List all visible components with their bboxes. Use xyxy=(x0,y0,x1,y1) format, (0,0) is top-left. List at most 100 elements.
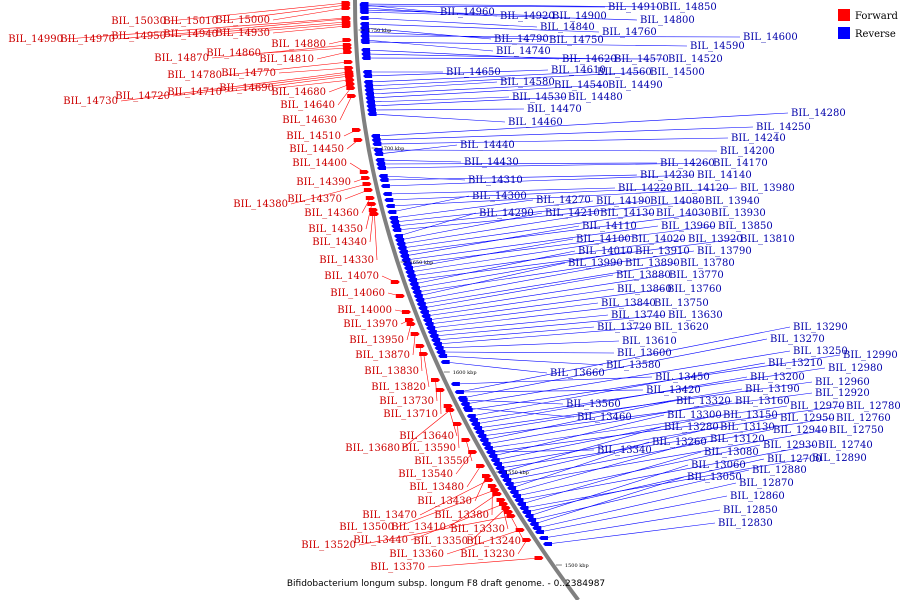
leader-line xyxy=(419,262,623,301)
gene-label: BIL_14130 xyxy=(600,208,655,219)
gene-feature xyxy=(535,530,544,534)
gene-feature xyxy=(468,450,478,454)
leader-line xyxy=(455,376,653,385)
gene-label: BIL_14630 xyxy=(282,115,337,126)
leader-line xyxy=(471,362,766,417)
gene-label: BIL_13520 xyxy=(301,540,356,551)
leader-line xyxy=(429,302,599,325)
leader-line xyxy=(457,423,460,449)
gene-label: BIL_13370 xyxy=(370,562,425,573)
gene-label: BIL_13870 xyxy=(355,350,410,361)
leader-line xyxy=(433,314,666,337)
gene-feature xyxy=(471,422,480,426)
ruler-ticks: 1750 kbp 1700 kbp 1650 kbp 1600 kbp 1550 kbp… xyxy=(358,28,589,569)
gene-label: BIL_14390 xyxy=(296,177,351,188)
leader-line xyxy=(172,73,350,97)
gene-feature xyxy=(376,162,386,166)
gene-feature xyxy=(476,464,486,468)
gene-label: BIL_14520 xyxy=(668,54,723,65)
leader-line xyxy=(409,238,629,273)
gene-label: BIL_14560 xyxy=(597,67,652,78)
leader-line xyxy=(427,557,540,568)
gene-label: BIL_13190 xyxy=(745,384,800,395)
gene-feature xyxy=(487,484,497,488)
ruler-label: 1650 kbp xyxy=(410,260,434,266)
gene-label: BIL_12870 xyxy=(739,478,794,489)
gene-feature xyxy=(362,70,372,74)
gene-label: BIL_13250 xyxy=(793,346,848,357)
gene-label: BIL_14950 xyxy=(111,31,166,42)
gene-label: BIL_14310 xyxy=(468,175,523,186)
gene-label: BIL_14770 xyxy=(221,68,276,79)
gene-label: BIL_13130 xyxy=(720,422,775,433)
leader-line xyxy=(526,458,765,513)
gene-label: BIL_13930 xyxy=(711,208,766,219)
gene-label: BIL_14100 xyxy=(576,234,631,245)
gene-feature xyxy=(450,382,460,386)
gene-label: BIL_13290 xyxy=(793,322,848,333)
gene-feature xyxy=(382,192,392,196)
gene-label: BIL_13710 xyxy=(383,409,438,420)
gene-feature xyxy=(360,40,370,44)
gene-feature xyxy=(371,138,381,142)
leader-line xyxy=(402,212,654,249)
leader-line xyxy=(376,126,754,141)
gene-label: BIL_14940 xyxy=(163,29,218,40)
leader-line xyxy=(220,4,347,22)
gene-label: BIL_14000 xyxy=(337,305,392,316)
gene-feature xyxy=(364,84,374,88)
gene-feature xyxy=(412,290,422,294)
gene-label: BIL_13920 xyxy=(688,234,743,245)
gene-feature xyxy=(440,360,450,364)
gene-feature xyxy=(423,318,432,322)
gene-feature xyxy=(362,182,372,186)
gene-label: BIL_13440 xyxy=(353,535,408,546)
leader-line xyxy=(502,426,662,473)
gene-feature xyxy=(352,128,361,132)
leader-line xyxy=(358,515,512,546)
leader-line xyxy=(521,451,702,505)
gene-feature xyxy=(360,30,370,34)
gene-label: BIL_13940 xyxy=(705,196,760,207)
leader-line xyxy=(518,444,816,501)
gene-label: BIL_13230 xyxy=(460,549,515,560)
gene-label: BIL_13240 xyxy=(466,536,521,547)
gene-label: BIL_14290 xyxy=(479,208,534,219)
gene-feature xyxy=(345,78,355,82)
gene-label: BIL_15010 xyxy=(163,16,218,27)
gene-label: BIL_14790 xyxy=(494,34,549,45)
gene-feature xyxy=(473,426,483,430)
gene-label: BIL_14380 xyxy=(233,199,288,210)
gene-feature xyxy=(426,326,436,330)
gene-feature xyxy=(360,26,369,30)
gene-feature xyxy=(539,536,548,540)
gene-label: BIL_14200 xyxy=(720,146,775,157)
gene-label: BIL_13840 xyxy=(601,298,656,309)
gene-feature xyxy=(387,210,397,214)
gene-feature xyxy=(431,338,441,342)
leader-line xyxy=(421,262,678,305)
leader-line xyxy=(514,438,708,493)
leader-line xyxy=(534,476,685,525)
gene-label: BIL_13910 xyxy=(635,246,690,257)
gene-feature xyxy=(405,318,414,322)
gene-label: BIL_14300 xyxy=(472,191,527,202)
gene-feature xyxy=(390,280,400,284)
gene-feature xyxy=(361,52,371,56)
ruler-label: 1600 kbp xyxy=(453,370,477,376)
gene-label: BIL_13590 xyxy=(401,443,456,454)
gene-feature xyxy=(481,442,491,446)
leader-line xyxy=(411,238,686,277)
gene-label: BIL_14610 xyxy=(551,65,606,76)
gene-label: BIL_15000 xyxy=(215,15,270,26)
gene-feature xyxy=(365,92,374,96)
leader-line xyxy=(381,162,711,169)
gene-feature xyxy=(453,422,462,426)
leader-line xyxy=(365,53,612,60)
leader-line xyxy=(531,469,750,521)
leader-line xyxy=(406,323,412,341)
leader-line xyxy=(370,96,510,103)
leader-line xyxy=(369,84,552,95)
leader-line xyxy=(423,353,430,388)
gene-label: BIL_13410 xyxy=(391,522,446,533)
